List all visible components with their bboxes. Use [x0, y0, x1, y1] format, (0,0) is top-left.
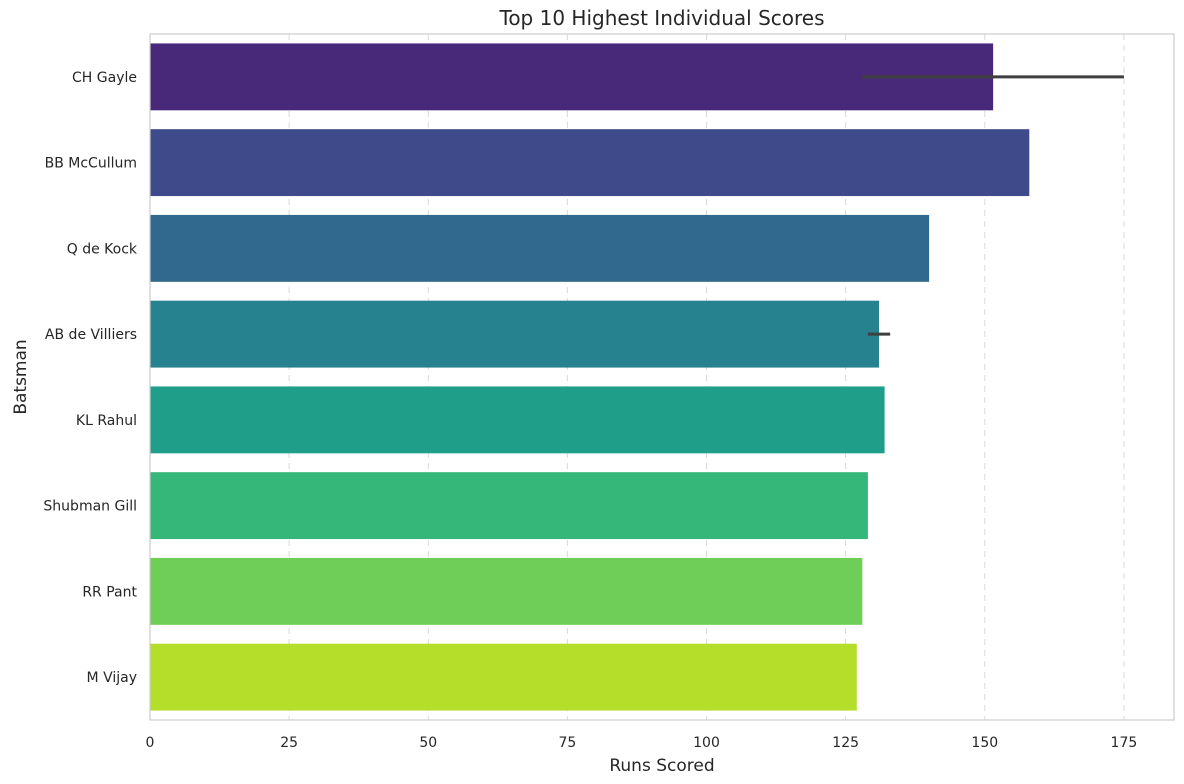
- x-tick-label: 50: [419, 735, 437, 751]
- x-axis-label: Runs Scored: [609, 756, 714, 776]
- x-tick-label: 100: [693, 735, 720, 751]
- bar: [150, 643, 857, 711]
- bar: [150, 557, 863, 625]
- y-tick-labels: CH Gayle BB McCullum Q de Kock AB de Villie…: [43, 70, 137, 686]
- bar: [150, 43, 994, 111]
- bar: [150, 472, 868, 540]
- y-tick-label: CH Gayle: [72, 70, 137, 86]
- x-tick-label: 0: [146, 735, 155, 751]
- y-tick-label: Shubman Gill: [43, 499, 137, 515]
- y-tick-label: M Vijay: [87, 670, 137, 686]
- bar: [150, 300, 880, 368]
- error-bars: [862, 75, 1124, 336]
- bar: [150, 214, 930, 282]
- bar: [150, 129, 1030, 197]
- y-tick-label: Q de Kock: [67, 241, 138, 257]
- bar: [150, 386, 885, 454]
- y-tick-label: KL Rahul: [76, 413, 137, 429]
- y-tick-label: BB McCullum: [45, 156, 137, 172]
- y-axis-label: Batsman: [11, 339, 31, 414]
- x-tick-label: 125: [832, 735, 859, 751]
- y-tick-label: AB de Villiers: [45, 327, 137, 343]
- x-tick-labels: 0 25 50 75 100 125 150 175: [146, 735, 1138, 751]
- chart-title: Top 10 Highest Individual Scores: [499, 6, 825, 30]
- y-tick-label: RR Pant: [82, 584, 137, 600]
- plot-frame: [149, 33, 1175, 721]
- x-tick-label: 150: [971, 735, 998, 751]
- bars: [150, 43, 1030, 711]
- x-tick-label: 175: [1111, 735, 1138, 751]
- x-tick-label: 75: [558, 735, 576, 751]
- x-tick-label: 25: [280, 735, 298, 751]
